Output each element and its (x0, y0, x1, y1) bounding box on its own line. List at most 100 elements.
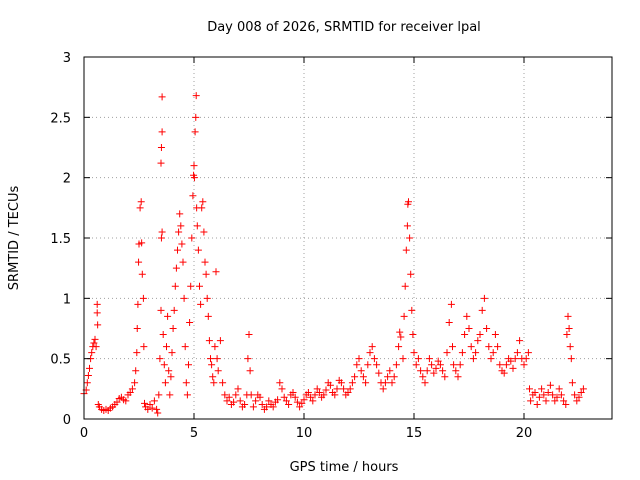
data-point (400, 312, 408, 320)
data-point (174, 246, 181, 254)
data-point (368, 343, 376, 351)
data-point (198, 204, 206, 212)
y-axis-title: SRMTID / TECUs (7, 186, 22, 291)
data-point (204, 312, 212, 320)
data-point (423, 367, 431, 375)
y-tick-label: 2.5 (50, 111, 71, 126)
data-point (436, 361, 444, 369)
grid-lines (84, 57, 612, 419)
data-point (410, 349, 418, 357)
data-point (157, 306, 165, 314)
data-point (133, 325, 141, 332)
data-point (526, 385, 533, 393)
data-point (249, 403, 257, 411)
data-point (138, 270, 146, 278)
data-point (192, 92, 200, 100)
data-point (140, 343, 148, 351)
data-point (527, 397, 535, 405)
data-point (557, 391, 565, 399)
data-point (296, 403, 304, 411)
data-point (577, 388, 585, 396)
data-point (168, 349, 176, 357)
data-point (485, 343, 493, 351)
data-point (478, 306, 486, 314)
data-point (487, 355, 495, 363)
data-point (395, 343, 403, 351)
axis-ticks (83, 56, 612, 420)
data-point (403, 222, 411, 230)
data-point (373, 361, 381, 369)
data-point (544, 388, 552, 396)
data-point (333, 385, 341, 393)
data-point (219, 379, 227, 387)
data-point (221, 391, 229, 399)
y-tick-label: 0 (63, 413, 71, 428)
data-point (419, 373, 427, 381)
data-point (113, 398, 121, 406)
data-point (166, 391, 174, 399)
data-point (156, 355, 164, 363)
data-point (396, 328, 404, 336)
data-point (148, 404, 156, 412)
data-point (169, 325, 177, 332)
data-point (137, 198, 145, 206)
data-point (346, 385, 354, 393)
data-point (209, 373, 217, 381)
data-point (176, 210, 184, 218)
data-point (432, 364, 440, 372)
data-point (565, 325, 573, 332)
data-point (175, 228, 183, 236)
y-tick-labels: 0 0.5 1 1.5 2 2.5 3 (50, 51, 71, 428)
data-point (158, 93, 166, 101)
data-point (430, 369, 438, 377)
data-point (408, 306, 416, 314)
data-point (531, 388, 539, 396)
data-point (320, 391, 328, 399)
data-point (540, 391, 548, 399)
data-point (203, 294, 211, 302)
data-point (538, 385, 546, 393)
data-point (298, 399, 306, 407)
data-point (212, 268, 220, 276)
data-point (232, 391, 240, 399)
data-point (307, 393, 315, 401)
data-point (188, 234, 196, 242)
data-point (192, 113, 200, 121)
data-point (88, 349, 96, 357)
data-point (83, 379, 91, 387)
data-point (246, 367, 254, 375)
data-point (407, 270, 415, 278)
data-point (326, 381, 334, 389)
data-point (163, 343, 170, 351)
data-point (467, 343, 475, 351)
data-point (159, 331, 167, 339)
data-point (191, 128, 199, 136)
data-point (158, 128, 166, 136)
data-point (384, 373, 392, 381)
data-point (172, 264, 180, 272)
data-point (549, 391, 557, 399)
data-point (520, 361, 528, 369)
data-point (375, 369, 383, 377)
y-tick-label: 3 (63, 51, 71, 66)
data-point (388, 379, 396, 387)
data-point (406, 234, 414, 242)
data-point (474, 337, 482, 345)
data-point (153, 405, 161, 413)
data-point (138, 239, 146, 247)
data-point (489, 349, 497, 357)
data-point (133, 349, 141, 357)
data-point (201, 258, 209, 266)
data-point (412, 361, 420, 369)
data-point (183, 391, 191, 399)
data-point (252, 397, 260, 405)
data-point (134, 300, 142, 308)
data-point (409, 331, 417, 339)
data-point (193, 222, 201, 230)
data-point (452, 367, 460, 375)
data-point (180, 294, 188, 302)
data-point (579, 385, 587, 393)
data-point (472, 349, 480, 357)
data-point (445, 318, 453, 326)
data-point (274, 396, 282, 404)
